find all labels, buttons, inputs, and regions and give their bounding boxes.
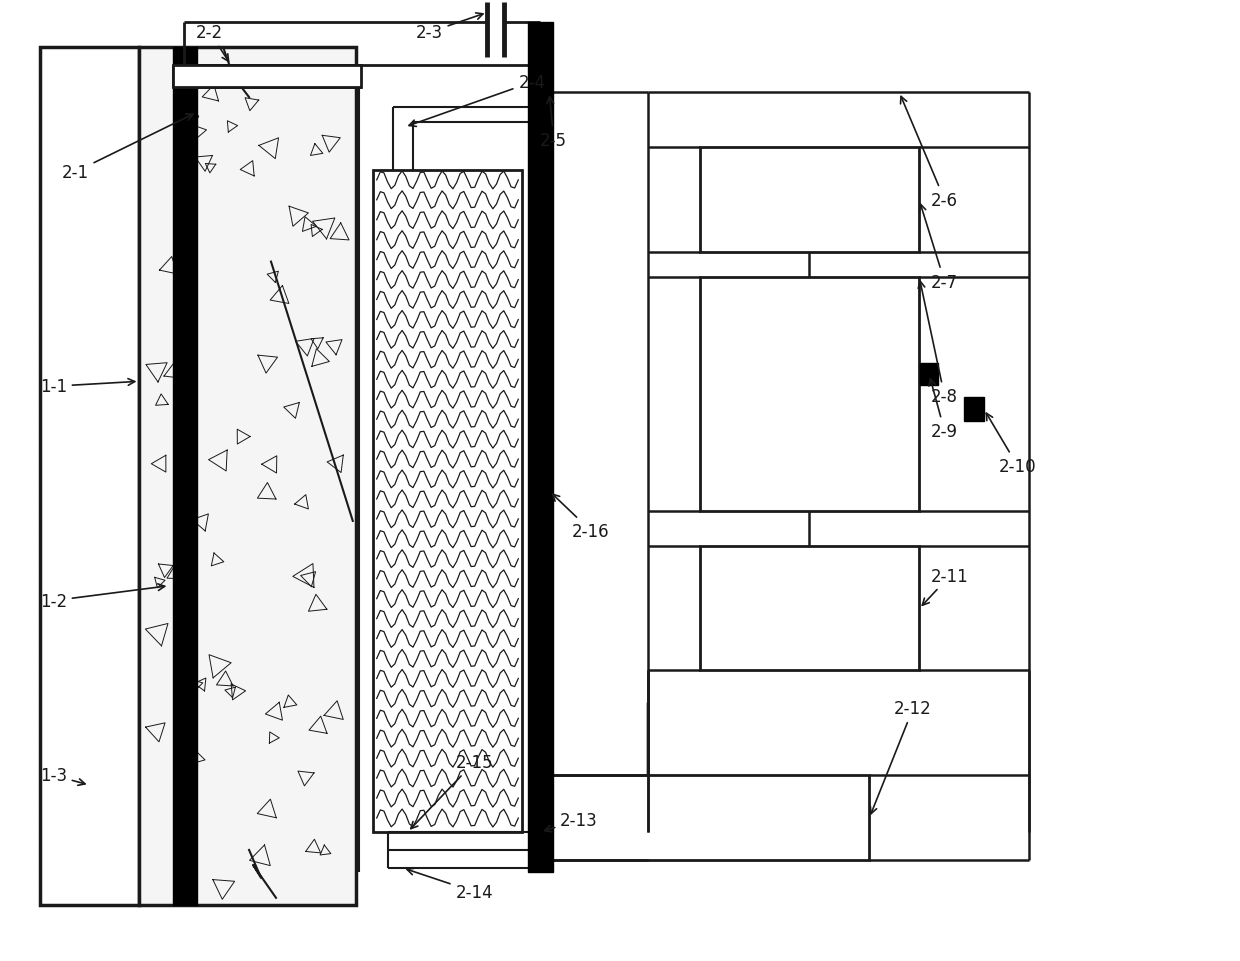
Text: 2-14: 2-14	[407, 869, 494, 900]
Bar	[531, 478, 549, 505]
Bar	[699, 148, 919, 253]
Text: 2-12: 2-12	[870, 700, 932, 814]
Bar	[139, 48, 356, 905]
Text: 2-8: 2-8	[919, 282, 959, 406]
Text: 2-1: 2-1	[62, 115, 193, 182]
Bar	[920, 364, 939, 386]
Bar	[40, 48, 139, 905]
Text: 2-5: 2-5	[541, 98, 567, 150]
Text: 2-15: 2-15	[410, 753, 494, 828]
Text: 2-7: 2-7	[919, 205, 959, 291]
Text: 2-3: 2-3	[415, 13, 484, 42]
Bar	[373, 171, 522, 832]
Text: 2-4: 2-4	[409, 74, 546, 127]
Text: 2-9: 2-9	[929, 380, 959, 441]
Text: 2-2: 2-2	[196, 24, 228, 62]
Bar	[699, 546, 919, 671]
Text: 2-13: 2-13	[544, 811, 598, 832]
Text: 2-11: 2-11	[923, 567, 968, 605]
Bar	[963, 398, 985, 422]
Bar	[174, 66, 361, 88]
Text: 2-6: 2-6	[900, 97, 959, 209]
Bar	[541, 776, 869, 860]
Bar	[699, 278, 919, 511]
Bar	[531, 821, 549, 843]
Text: 1-2: 1-2	[40, 584, 165, 610]
Text: 2-16: 2-16	[553, 495, 610, 540]
Text: 1-3: 1-3	[40, 766, 86, 785]
Bar	[528, 23, 553, 872]
Bar	[174, 48, 197, 905]
Text: 2-10: 2-10	[986, 414, 1037, 476]
Text: 1-1: 1-1	[40, 378, 135, 396]
Bar	[531, 82, 549, 104]
